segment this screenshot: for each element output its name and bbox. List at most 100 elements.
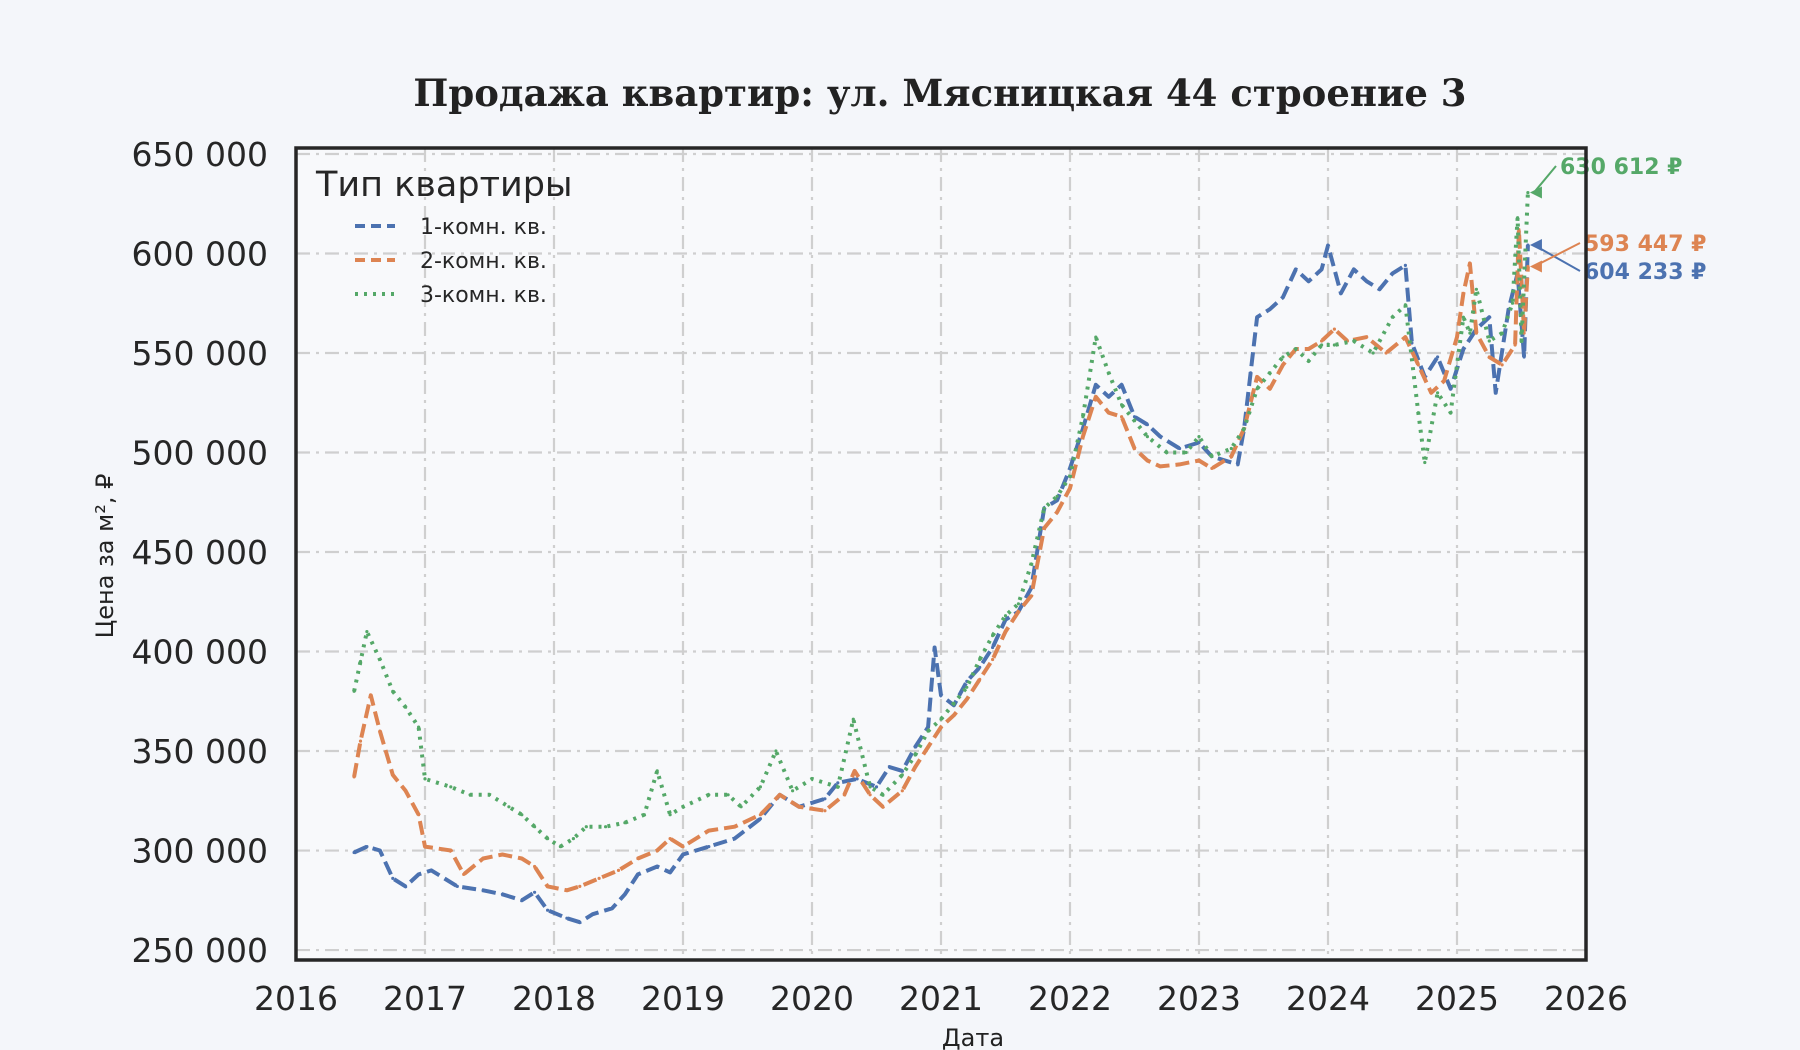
data-point — [913, 745, 917, 749]
data-point — [1403, 303, 1407, 307]
data-point — [546, 837, 550, 841]
data-point — [1107, 371, 1111, 375]
data-point — [616, 868, 621, 873]
data-point — [1365, 335, 1369, 339]
data-point — [1371, 351, 1375, 355]
series-layer — [352, 191, 1530, 925]
data-point — [365, 845, 369, 849]
y-tick-label: 500 000 — [132, 434, 268, 473]
data-point — [823, 809, 827, 813]
data-point — [913, 753, 917, 757]
data-point — [681, 845, 685, 849]
data-point — [1526, 264, 1530, 269]
data-point — [610, 906, 614, 910]
data-point — [1281, 363, 1285, 367]
data-point — [378, 657, 382, 662]
data-point — [655, 769, 659, 773]
data-point — [369, 693, 373, 697]
data-point — [1268, 371, 1272, 375]
data-point — [853, 769, 857, 773]
data-point — [991, 645, 995, 650]
data-point — [578, 920, 582, 924]
data-point — [417, 872, 421, 877]
data-point — [810, 777, 814, 781]
data-point — [868, 793, 872, 797]
end-annotations: 604 233 ₽ 593 447 ₽ 630 612 ₽ — [1529, 155, 1706, 285]
data-point — [642, 813, 646, 817]
data-point — [952, 701, 956, 705]
data-point — [874, 785, 879, 789]
y-tick-label: 450 000 — [132, 533, 268, 572]
data-point — [591, 912, 595, 916]
data-point — [1094, 395, 1098, 399]
x-tick-label: 2021 — [899, 979, 983, 1018]
data-point — [1403, 335, 1407, 339]
data-point — [1429, 391, 1433, 395]
data-point — [1416, 411, 1420, 415]
y-axis-label: Цена за м², ₽ — [91, 474, 119, 639]
data-point — [1474, 331, 1478, 335]
data-point — [733, 825, 737, 829]
data-point — [1229, 446, 1233, 451]
data-point — [655, 848, 659, 853]
x-tick-label: 2020 — [770, 979, 854, 1018]
legend-label-1: 1-комн. кв. — [420, 215, 547, 240]
data-point — [1352, 339, 1356, 343]
data-point — [739, 805, 743, 809]
x-tick-label: 2023 — [1157, 979, 1241, 1018]
legend-label-2: 2-комн. кв. — [420, 249, 547, 274]
data-point — [1107, 395, 1111, 399]
data-point — [1132, 446, 1137, 451]
y-tick-label: 600 000 — [132, 234, 268, 273]
data-point — [1255, 375, 1259, 379]
data-point — [1510, 301, 1515, 305]
data-point — [1468, 331, 1472, 335]
data-point — [823, 797, 827, 801]
data-point — [391, 773, 395, 777]
data-point — [851, 717, 855, 721]
data-point — [1522, 355, 1526, 359]
data-point — [533, 825, 537, 829]
x-tick-label: 2025 — [1415, 979, 1499, 1018]
data-point — [1255, 387, 1259, 391]
data-point — [636, 872, 640, 877]
data-point — [1255, 315, 1259, 319]
end-value-label-3: 630 612 ₽ — [1560, 155, 1682, 180]
data-point — [1003, 630, 1008, 634]
data-point — [681, 805, 685, 809]
data-point — [584, 825, 588, 829]
data-point — [1042, 506, 1046, 510]
data-point — [1158, 464, 1162, 468]
data-point — [991, 634, 995, 638]
data-point — [900, 773, 904, 777]
data-point — [507, 805, 511, 809]
data-point — [1003, 614, 1008, 618]
data-point — [1416, 363, 1420, 367]
data-point — [1332, 343, 1336, 347]
data-point — [365, 630, 369, 634]
data-point — [1494, 391, 1498, 395]
data-point — [1500, 331, 1504, 335]
data-point — [1042, 526, 1046, 530]
data-point — [668, 870, 672, 875]
data-point — [1197, 458, 1201, 463]
data-point — [623, 821, 627, 825]
data-point — [1384, 351, 1388, 355]
data-point — [1178, 462, 1182, 466]
data-point — [868, 785, 872, 789]
data-point — [707, 793, 711, 797]
legend: Тип квартиры 1-комн. кв. 2-комн. кв. 3-ком… — [315, 165, 573, 308]
data-point — [468, 793, 472, 797]
data-point — [462, 872, 466, 877]
data-point — [1320, 339, 1324, 343]
data-point — [1068, 474, 1072, 478]
data-point — [1390, 315, 1395, 319]
legend-items: 1-комн. кв. 2-комн. кв. 3-комн. кв. — [355, 215, 547, 308]
data-point — [939, 725, 943, 729]
x-tick-label: 2017 — [383, 979, 467, 1018]
data-point — [1461, 347, 1465, 351]
data-point — [352, 775, 356, 779]
data-point — [900, 769, 904, 773]
data-point — [965, 697, 969, 701]
x-tick-label: 2022 — [1028, 979, 1112, 1018]
